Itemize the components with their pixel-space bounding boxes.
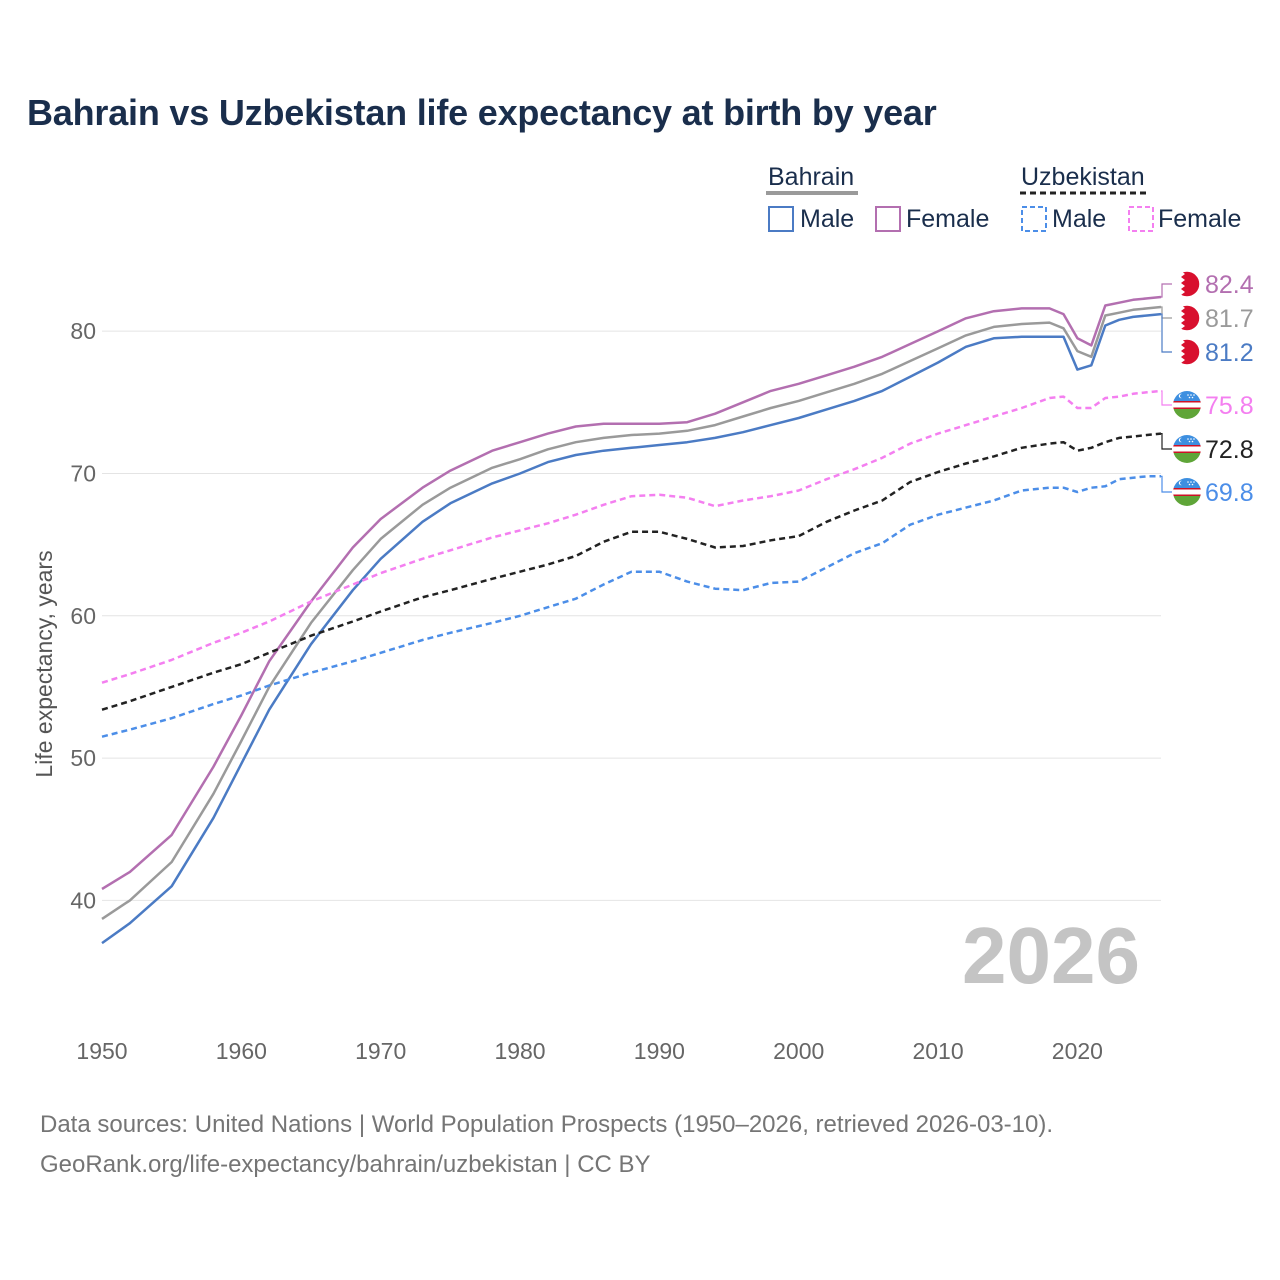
leader-uzbekistan-female [1161,390,1172,406]
leader-bahrain-total [1161,306,1172,319]
footer: Data sources: United Nations | World Pop… [40,1105,1053,1185]
series-line-uzbekistan-total [101,432,1162,711]
end-label-uzbekistan-female: 75.8 [1205,392,1254,420]
x-tick-1970: 1970 [355,1038,406,1064]
legend-country-uzbekistan: Uzbekistan [1021,163,1145,191]
y-tick-labels: 40 50 60 70 80 [70,318,96,913]
end-label-bahrain-male: 81.2 [1205,339,1254,367]
series-line-bahrain-male [101,312,1162,945]
legend-entry-bahrain-female: Female [906,205,989,233]
legend-group-uzbekistan: Uzbekistan Male Female [1020,163,1241,233]
end-labels: 82.4 81.7 81.2 75.8 72.8 69.8 [1161,270,1254,507]
footer-link: GeoRank.org/life-expectancy/bahrain/uzbe… [40,1151,651,1178]
x-tick-2020: 2020 [1052,1038,1103,1064]
leader-bahrain-male [1161,313,1172,353]
legend-swatch-bahrain-female [875,206,901,232]
y-tick-70: 70 [70,460,96,486]
leader-uzbekistan-total [1161,433,1172,450]
legend-entry-bahrain-male: Male [800,205,854,233]
x-tick-1960: 1960 [216,1038,267,1064]
x-tick-1990: 1990 [634,1038,685,1064]
leader-bahrain-female [1161,283,1172,298]
y-tick-80: 80 [70,318,96,344]
legend-swatch-bahrain-male [768,206,794,232]
grid-lines [102,330,1161,901]
flag-icon-uzbekistan-total [1173,435,1201,463]
x-tick-1980: 1980 [494,1038,545,1064]
series-line-uzbekistan-male [101,475,1161,738]
legend-entry-uzbekistan-female: Female [1158,205,1241,233]
end-label-bahrain-total: 81.7 [1205,305,1254,333]
series-line-bahrain-total [101,305,1162,920]
series-line-uzbekistan-female [101,389,1162,684]
legend-country-bahrain: Bahrain [768,163,854,191]
flag-icon-uzbekistan-male [1173,478,1201,506]
legend-group-bahrain: Bahrain Male Female [766,163,989,233]
x-tick-2000: 2000 [773,1038,824,1064]
series-line-bahrain-female [101,295,1162,891]
leader-uzbekistan-male [1161,475,1172,493]
x-tick-2010: 2010 [912,1038,963,1064]
y-axis-label: Life expectancy, years [31,550,57,777]
footer-sources: Data sources: United Nations | World Pop… [40,1111,1054,1138]
y-tick-50: 50 [70,745,96,771]
legend: Bahrain Male Female Uzbekistan Male Fema… [766,163,1241,233]
end-label-uzbekistan-male: 69.8 [1205,479,1254,507]
legend-entry-uzbekistan-male: Male [1052,205,1106,233]
x-tick-labels: 1950 1960 1970 1980 1990 2000 2010 2020 [76,1038,1103,1064]
year-watermark: 2026 [962,911,1140,1000]
series-lines [101,295,1162,945]
legend-swatch-uzbekistan-male [1021,206,1047,232]
legend-swatch-uzbekistan-female [1128,206,1154,232]
end-label-uzbekistan-total: 72.8 [1205,436,1254,464]
chart-title: Bahrain vs Uzbekistan life expectancy at… [27,92,937,133]
flag-icon-uzbekistan-female [1173,391,1201,419]
y-tick-60: 60 [70,603,96,629]
flag-icon-bahrain-female [1173,270,1201,298]
flag-icon-bahrain-male [1173,338,1201,366]
x-tick-1950: 1950 [76,1038,127,1064]
flag-icon-bahrain-total [1173,304,1201,332]
y-tick-40: 40 [70,887,96,913]
end-label-bahrain-female: 82.4 [1205,271,1254,299]
